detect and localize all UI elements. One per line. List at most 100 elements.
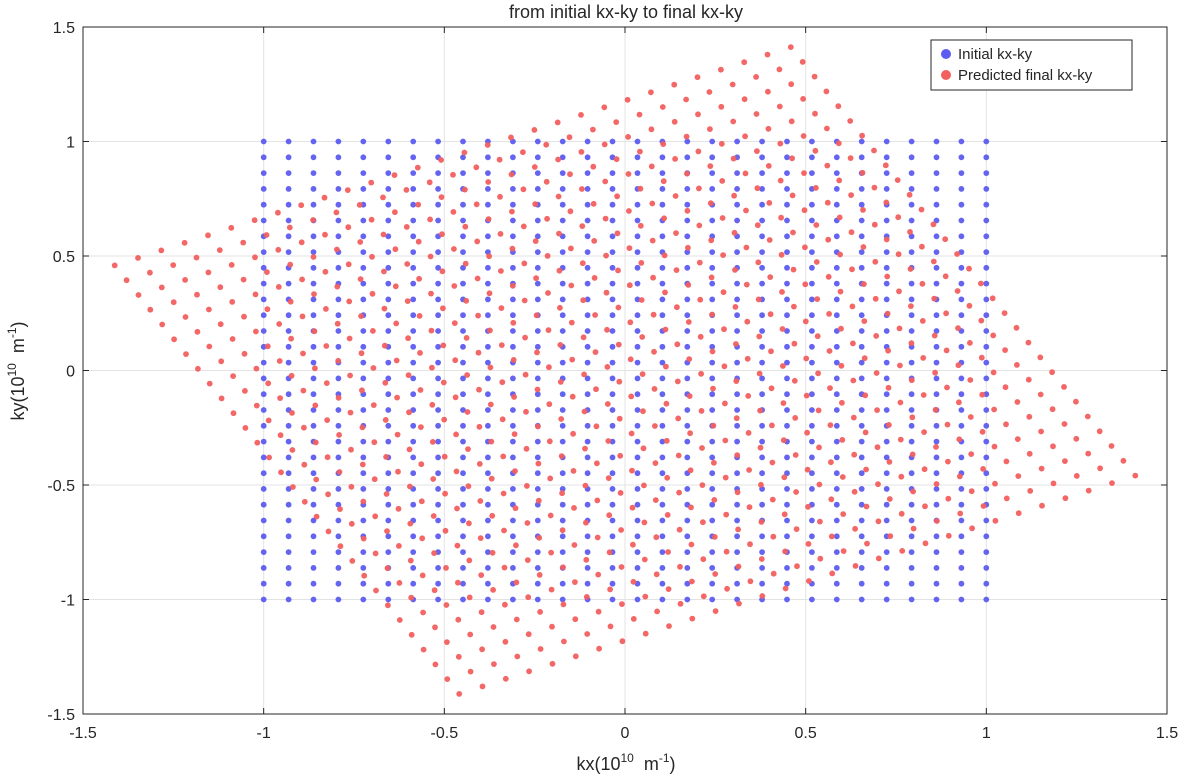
predicted-point xyxy=(324,417,331,423)
predicted-point xyxy=(556,230,562,237)
initial-point xyxy=(858,359,865,366)
initial-point xyxy=(958,486,965,492)
initial-point xyxy=(584,375,591,382)
initial-point xyxy=(584,533,591,540)
initial-point xyxy=(559,328,566,334)
initial-point xyxy=(933,233,940,240)
predicted-point xyxy=(776,66,783,73)
initial-point xyxy=(908,217,915,224)
predicted-point xyxy=(811,73,818,80)
initial-point xyxy=(784,296,790,303)
initial-point xyxy=(485,233,491,240)
predicted-point xyxy=(686,393,693,399)
predicted-point xyxy=(578,149,585,155)
predicted-point xyxy=(560,601,567,608)
predicted-point xyxy=(967,377,974,383)
predicted-point xyxy=(755,259,762,266)
initial-point xyxy=(858,501,865,508)
predicted-point xyxy=(829,570,836,577)
initial-point xyxy=(335,407,342,413)
initial-point xyxy=(435,138,441,145)
predicted-point xyxy=(723,548,730,555)
predicted-point xyxy=(310,217,316,223)
predicted-point xyxy=(639,334,646,340)
predicted-point xyxy=(347,409,354,416)
initial-point xyxy=(609,486,616,492)
initial-point xyxy=(360,154,367,161)
initial-point xyxy=(659,154,666,161)
initial-point xyxy=(933,549,940,555)
initial-point xyxy=(908,533,915,540)
predicted-point xyxy=(1014,362,1020,368)
initial-point xyxy=(385,422,392,429)
predicted-point xyxy=(664,474,671,481)
predicted-point xyxy=(640,408,646,415)
predicted-point xyxy=(334,246,340,253)
predicted-point xyxy=(474,275,481,282)
predicted-point xyxy=(276,358,283,364)
initial-point xyxy=(958,154,965,161)
predicted-point xyxy=(405,335,411,342)
x-tick-label: -1.5 xyxy=(69,725,97,742)
initial-point xyxy=(609,328,616,334)
initial-point xyxy=(285,312,292,319)
initial-point xyxy=(310,486,317,492)
initial-point xyxy=(360,517,367,524)
predicted-point xyxy=(512,505,519,512)
initial-point xyxy=(609,422,616,429)
initial-point xyxy=(634,470,641,477)
predicted-point xyxy=(487,401,494,408)
predicted-point xyxy=(660,178,667,185)
predicted-point xyxy=(476,461,483,467)
predicted-point xyxy=(887,533,894,539)
predicted-point xyxy=(614,193,620,200)
initial-point xyxy=(609,596,616,603)
predicted-point xyxy=(1096,428,1103,435)
initial-point xyxy=(460,580,466,587)
predicted-point xyxy=(533,312,540,319)
predicted-point xyxy=(135,255,141,261)
predicted-point xyxy=(897,362,903,369)
initial-point xyxy=(734,328,740,334)
predicted-point xyxy=(1003,458,1010,465)
predicted-point xyxy=(277,395,283,401)
predicted-point xyxy=(1038,428,1044,435)
predicted-point xyxy=(264,306,271,313)
predicted-point xyxy=(967,414,974,420)
initial-point xyxy=(485,422,491,429)
predicted-point xyxy=(431,550,437,556)
initial-point xyxy=(385,470,392,477)
initial-point xyxy=(285,533,292,540)
predicted-point xyxy=(732,304,739,310)
predicted-point xyxy=(396,617,403,623)
initial-point xyxy=(609,233,616,240)
predicted-point xyxy=(764,51,771,58)
predicted-point xyxy=(650,274,656,281)
predicted-point xyxy=(581,408,588,415)
predicted-point xyxy=(455,616,462,623)
predicted-point xyxy=(454,505,460,512)
initial-point xyxy=(983,375,990,382)
initial-point xyxy=(410,138,417,145)
predicted-point xyxy=(650,311,657,318)
initial-point xyxy=(983,580,990,587)
initial-point xyxy=(360,375,367,382)
predicted-point xyxy=(654,608,660,615)
initial-point xyxy=(634,375,641,382)
initial-point xyxy=(759,280,765,287)
initial-point xyxy=(385,391,392,398)
predicted-point xyxy=(312,439,319,446)
initial-point xyxy=(435,596,441,603)
predicted-point xyxy=(757,407,763,414)
predicted-point xyxy=(419,572,426,579)
predicted-point xyxy=(706,89,713,95)
predicted-point xyxy=(524,520,531,526)
initial-point xyxy=(385,533,392,540)
predicted-point xyxy=(945,532,952,539)
predicted-point xyxy=(839,474,846,480)
predicted-point xyxy=(663,363,669,370)
initial-point xyxy=(534,407,541,413)
y-tick-label: 1.5 xyxy=(53,20,75,37)
predicted-point xyxy=(875,518,882,525)
predicted-point xyxy=(301,498,308,505)
